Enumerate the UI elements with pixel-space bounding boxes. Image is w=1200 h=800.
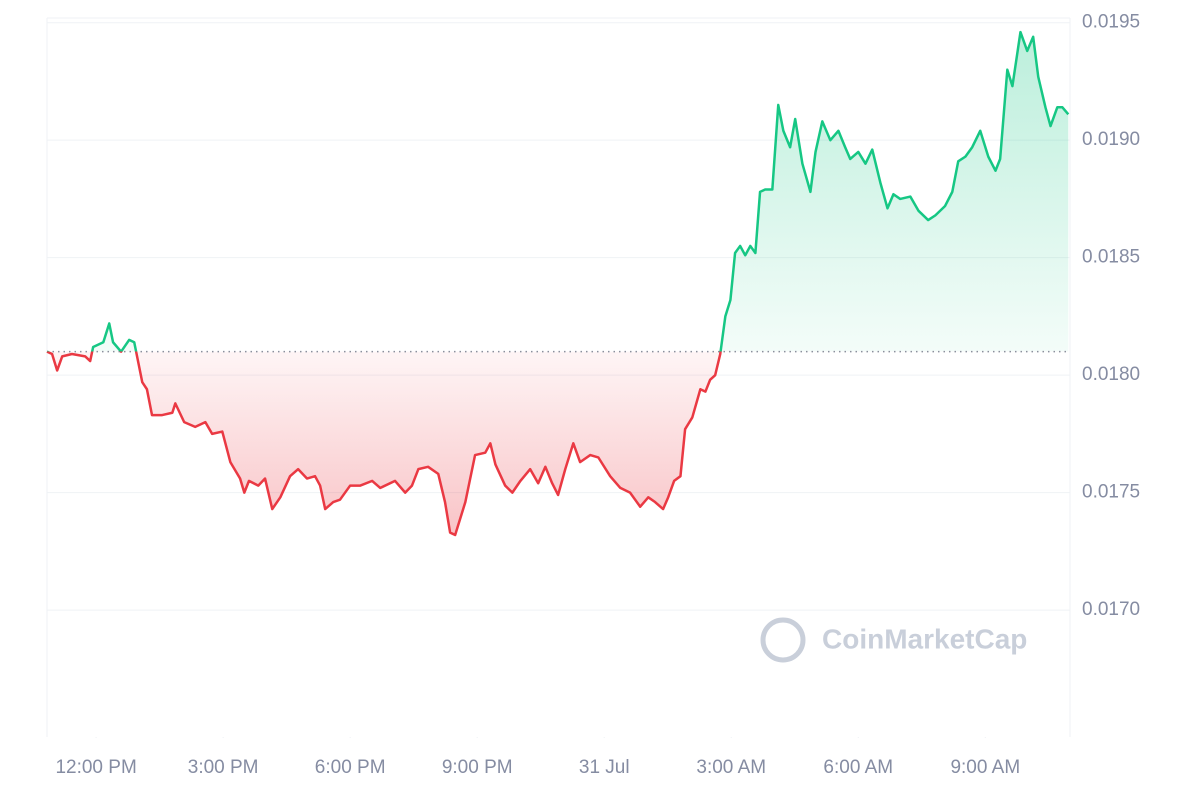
x-tick-label: 3:00 PM	[188, 757, 259, 778]
x-tick-label: 6:00 PM	[315, 757, 386, 778]
price-line	[46, 30, 1070, 537]
x-tick-label: 3:00 AM	[696, 757, 766, 778]
area-fill	[47, 32, 1069, 535]
x-tick-label: 9:00 PM	[442, 757, 513, 778]
x-tick-label: 12:00 PM	[55, 757, 136, 778]
x-tick-label: 9:00 AM	[950, 757, 1020, 778]
x-tick-label: 31 Jul	[579, 757, 630, 778]
y-tick-label: 0.0170	[1082, 599, 1140, 620]
y-tick-label: 0.0185	[1082, 247, 1140, 268]
y-tick-label: 0.0195	[1082, 12, 1140, 33]
y-tick-label: 0.0190	[1082, 129, 1140, 150]
watermark-logo	[760, 617, 806, 663]
watermark: CoinMarketCap	[760, 617, 1027, 663]
y-tick-label: 0.0180	[1082, 364, 1140, 385]
watermark-text: CoinMarketCap	[822, 623, 1027, 654]
y-tick-label: 0.0175	[1082, 482, 1140, 503]
x-tick-label: 6:00 AM	[823, 757, 893, 778]
